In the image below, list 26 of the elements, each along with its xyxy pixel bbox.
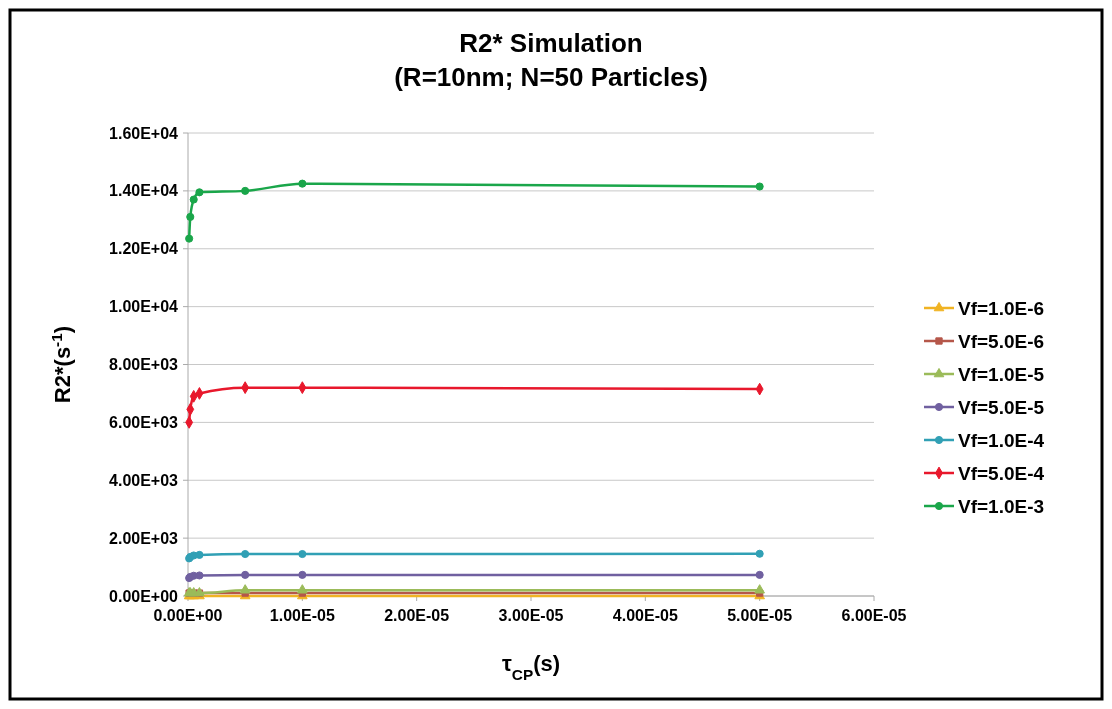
y-tick-label: 6.00E+03	[109, 413, 179, 431]
legend-label: Vf=1.0E-6	[958, 297, 1045, 319]
x-tick-label: 3.00E-05	[498, 607, 564, 624]
legend-label: Vf=1.0E-5	[958, 363, 1045, 385]
legend-label: Vf=5.0E-5	[958, 396, 1045, 418]
y-tick-label: 1.60E+04	[109, 124, 179, 142]
x-tick-label: 0.00E+00	[153, 607, 223, 624]
text: R2* Simulation	[459, 28, 643, 58]
y-tick-label: 4.00E+03	[109, 471, 179, 489]
y-tick-label: 2.00E+03	[109, 529, 179, 547]
x-axis-title: τ$_{CP}$(s)	[501, 651, 561, 683]
x-tick-label: 4.00E-05	[612, 607, 678, 624]
y-tick-label: 0.00E+00	[109, 587, 179, 605]
x-tick-label: 2.00E-05	[384, 607, 450, 624]
legend-label: Vf=5.0E-4	[958, 462, 1045, 484]
y-tick-label: 1.20E+04	[109, 240, 179, 258]
text: (R=10nm; N=50 Particles)	[394, 62, 708, 92]
x-tick-label: 5.00E-05	[727, 607, 793, 624]
y-tick-label: 8.00E+03	[109, 356, 179, 374]
legend-label: Vf=5.0E-6	[958, 330, 1045, 352]
x-tick-label: 6.00E-05	[841, 607, 907, 624]
y-tick-label: 1.40E+04	[109, 182, 179, 200]
legend-label: Vf=1.0E-4	[958, 429, 1045, 451]
y-tick-label: 1.00E+04	[109, 298, 179, 316]
x-tick-label: 1.00E-05	[269, 607, 335, 624]
legend-label: Vf=1.0E-3	[958, 495, 1045, 517]
